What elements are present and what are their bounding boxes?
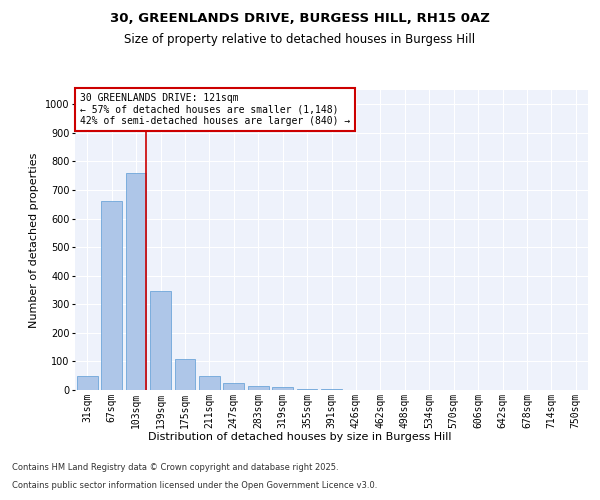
Bar [248,386,269,390]
Y-axis label: Number of detached properties: Number of detached properties [29,152,40,328]
Bar [296,388,317,390]
Text: Contains HM Land Registry data © Crown copyright and database right 2025.: Contains HM Land Registry data © Crown c… [12,464,338,472]
Text: Contains public sector information licensed under the Open Government Licence v3: Contains public sector information licen… [12,481,377,490]
Bar [175,358,196,390]
Bar [223,383,244,390]
Bar [272,387,293,390]
Bar [125,173,146,390]
Bar [199,376,220,390]
Text: 30 GREENLANDS DRIVE: 121sqm
← 57% of detached houses are smaller (1,148)
42% of : 30 GREENLANDS DRIVE: 121sqm ← 57% of det… [80,93,350,126]
Text: Size of property relative to detached houses in Burgess Hill: Size of property relative to detached ho… [124,32,476,46]
Text: Distribution of detached houses by size in Burgess Hill: Distribution of detached houses by size … [148,432,452,442]
Bar [150,292,171,390]
Bar [77,376,98,390]
Text: 30, GREENLANDS DRIVE, BURGESS HILL, RH15 0AZ: 30, GREENLANDS DRIVE, BURGESS HILL, RH15… [110,12,490,26]
Bar [101,202,122,390]
